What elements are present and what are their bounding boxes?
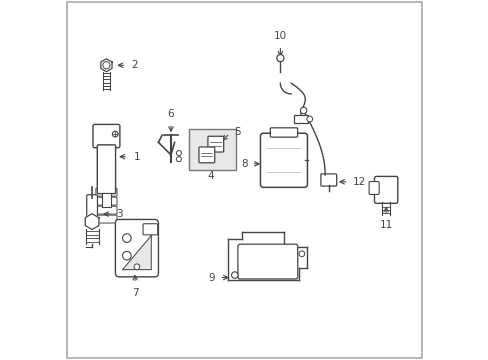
Circle shape: [122, 234, 131, 242]
Circle shape: [306, 116, 312, 122]
Circle shape: [231, 272, 238, 278]
Circle shape: [122, 251, 131, 260]
Bar: [293, 116, 308, 123]
Polygon shape: [101, 59, 112, 72]
FancyBboxPatch shape: [115, 220, 158, 277]
FancyBboxPatch shape: [270, 128, 297, 137]
FancyBboxPatch shape: [199, 147, 214, 163]
FancyBboxPatch shape: [96, 206, 117, 214]
FancyBboxPatch shape: [368, 181, 378, 194]
Circle shape: [176, 157, 181, 162]
Circle shape: [102, 62, 110, 69]
Circle shape: [298, 251, 304, 257]
Circle shape: [176, 150, 181, 156]
Text: 12: 12: [352, 177, 366, 187]
FancyBboxPatch shape: [237, 244, 297, 279]
Text: 3: 3: [116, 209, 123, 219]
Circle shape: [112, 131, 118, 137]
Text: 4: 4: [207, 171, 213, 181]
FancyBboxPatch shape: [96, 197, 117, 205]
FancyBboxPatch shape: [86, 195, 97, 219]
Bar: [102, 193, 111, 207]
FancyBboxPatch shape: [207, 136, 223, 152]
Text: 11: 11: [379, 220, 392, 230]
Text: 5: 5: [234, 127, 241, 137]
FancyBboxPatch shape: [320, 174, 336, 186]
FancyBboxPatch shape: [96, 215, 117, 223]
Circle shape: [276, 54, 284, 62]
FancyBboxPatch shape: [374, 176, 397, 203]
FancyBboxPatch shape: [93, 125, 120, 148]
FancyBboxPatch shape: [97, 145, 115, 194]
Text: 6: 6: [167, 109, 174, 119]
Circle shape: [300, 107, 306, 114]
FancyBboxPatch shape: [142, 224, 158, 235]
Text: 2: 2: [131, 60, 137, 70]
Text: 7: 7: [132, 288, 138, 298]
Bar: [188, 129, 235, 170]
FancyBboxPatch shape: [260, 133, 307, 187]
Text: 8: 8: [241, 159, 247, 169]
Circle shape: [134, 264, 140, 270]
Text: 10: 10: [273, 31, 286, 41]
Polygon shape: [122, 235, 151, 270]
Text: 1: 1: [133, 152, 140, 162]
Polygon shape: [85, 214, 99, 229]
Text: 9: 9: [208, 273, 214, 283]
FancyBboxPatch shape: [96, 188, 117, 196]
